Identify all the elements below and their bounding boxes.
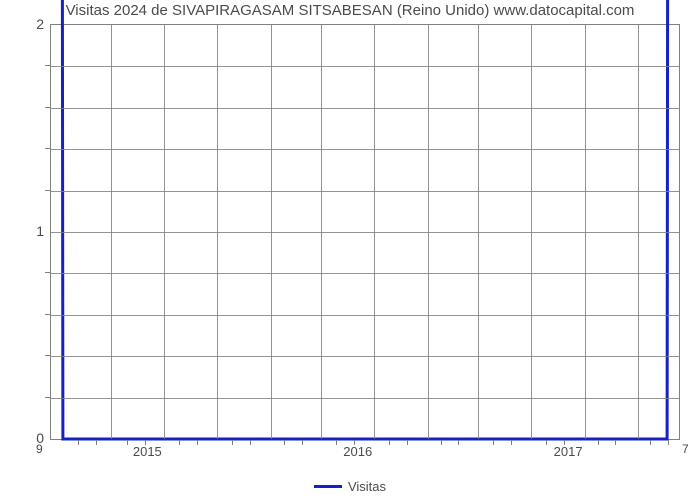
x-minor-tick bbox=[598, 440, 599, 445]
x-minor-tick bbox=[145, 440, 146, 445]
last-value-label: 7 bbox=[682, 442, 689, 456]
x-minor-tick bbox=[250, 440, 251, 445]
x-minor-tick bbox=[511, 440, 512, 445]
x-minor-tick bbox=[615, 440, 616, 445]
x-minor-tick bbox=[96, 440, 97, 445]
x-minor-tick bbox=[668, 440, 669, 445]
x-tick-label: 2016 bbox=[343, 444, 372, 459]
plot-area bbox=[50, 24, 680, 440]
y-tick-label: 0 bbox=[4, 430, 44, 446]
y-minor-tick bbox=[45, 397, 50, 398]
y-minor-tick bbox=[45, 65, 50, 66]
legend-label: Visitas bbox=[348, 479, 386, 494]
y-tick-label: 2 bbox=[4, 16, 44, 32]
chart-title: Visitas 2024 de SIVAPIRAGASAM SITSABESAN… bbox=[0, 2, 700, 19]
x-minor-tick bbox=[284, 440, 285, 445]
x-minor-tick bbox=[232, 440, 233, 445]
x-tick-label: 2015 bbox=[133, 444, 162, 459]
horizontal-gridline-minor bbox=[51, 398, 679, 399]
x-minor-tick bbox=[564, 440, 565, 445]
horizontal-gridline-minor bbox=[51, 356, 679, 357]
horizontal-gridline-minor bbox=[51, 191, 679, 192]
x-minor-tick bbox=[441, 440, 442, 445]
y-minor-tick bbox=[45, 272, 50, 273]
y-tick-label: 1 bbox=[4, 223, 44, 239]
x-minor-tick bbox=[78, 440, 79, 445]
x-minor-tick bbox=[546, 440, 547, 445]
horizontal-gridline-minor bbox=[51, 108, 679, 109]
horizontal-gridline-minor bbox=[51, 315, 679, 316]
y-minor-tick bbox=[45, 314, 50, 315]
y-minor-tick bbox=[45, 148, 50, 149]
x-minor-tick bbox=[493, 440, 494, 445]
horizontal-gridline-minor bbox=[51, 66, 679, 67]
x-minor-tick bbox=[336, 440, 337, 445]
x-minor-tick bbox=[302, 440, 303, 445]
x-minor-tick bbox=[389, 440, 390, 445]
horizontal-gridline bbox=[51, 232, 679, 233]
horizontal-gridline-minor bbox=[51, 149, 679, 150]
legend: Visitas bbox=[0, 478, 700, 494]
x-minor-tick bbox=[354, 440, 355, 445]
x-minor-tick bbox=[197, 440, 198, 445]
chart-container: Visitas 2024 de SIVAPIRAGASAM SITSABESAN… bbox=[0, 0, 700, 500]
horizontal-gridline-minor bbox=[51, 273, 679, 274]
y-minor-tick bbox=[45, 190, 50, 191]
y-minor-tick bbox=[45, 107, 50, 108]
x-minor-tick bbox=[458, 440, 459, 445]
x-minor-tick bbox=[179, 440, 180, 445]
x-minor-tick bbox=[650, 440, 651, 445]
x-minor-tick bbox=[407, 440, 408, 445]
x-minor-tick bbox=[127, 440, 128, 445]
y-minor-tick bbox=[45, 355, 50, 356]
legend-swatch bbox=[314, 485, 342, 488]
x-tick-label: 2017 bbox=[554, 444, 583, 459]
